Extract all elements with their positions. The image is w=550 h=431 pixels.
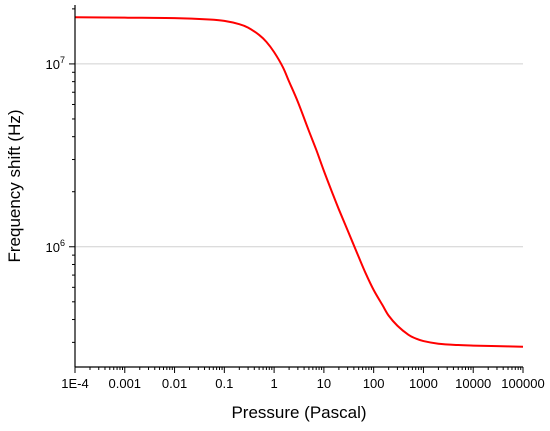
x-tick-label-4: 1 bbox=[270, 376, 277, 391]
plot-area bbox=[74, 16, 524, 348]
series-line bbox=[74, 16, 524, 348]
x-tick-label-6: 100 bbox=[363, 376, 385, 391]
x-tick-label-3: 0.1 bbox=[215, 376, 233, 391]
y-tick-label-1: 107 bbox=[46, 55, 65, 72]
y-tick-exponent: 6 bbox=[60, 238, 65, 248]
grid-lines bbox=[75, 63, 523, 248]
x-tick-label-5: 10 bbox=[317, 376, 331, 391]
x-tick-label-7: 1000 bbox=[409, 376, 438, 391]
x-tick-label-9: 100000 bbox=[501, 376, 544, 391]
x-tick-label-2: 0.01 bbox=[162, 376, 187, 391]
x-tick-label-1: 0.001 bbox=[109, 376, 142, 391]
y-tick-label-0: 106 bbox=[46, 238, 65, 255]
axes bbox=[74, 5, 523, 368]
x-tick-label-8: 10000 bbox=[455, 376, 491, 391]
y-tick-base: 10 bbox=[46, 240, 60, 255]
x-tick-label-0: 1E-4 bbox=[61, 376, 88, 391]
y-tick-exponent: 7 bbox=[60, 55, 65, 65]
y-axis-label: Frequency shift (Hz) bbox=[5, 109, 24, 262]
x-axis-label: Pressure (Pascal) bbox=[231, 403, 366, 422]
y-tick-base: 10 bbox=[46, 57, 60, 72]
x-ticks: 1E-4 0.001 0.01 0.1 1 10 100 1000 10000 100000 bbox=[61, 367, 545, 391]
